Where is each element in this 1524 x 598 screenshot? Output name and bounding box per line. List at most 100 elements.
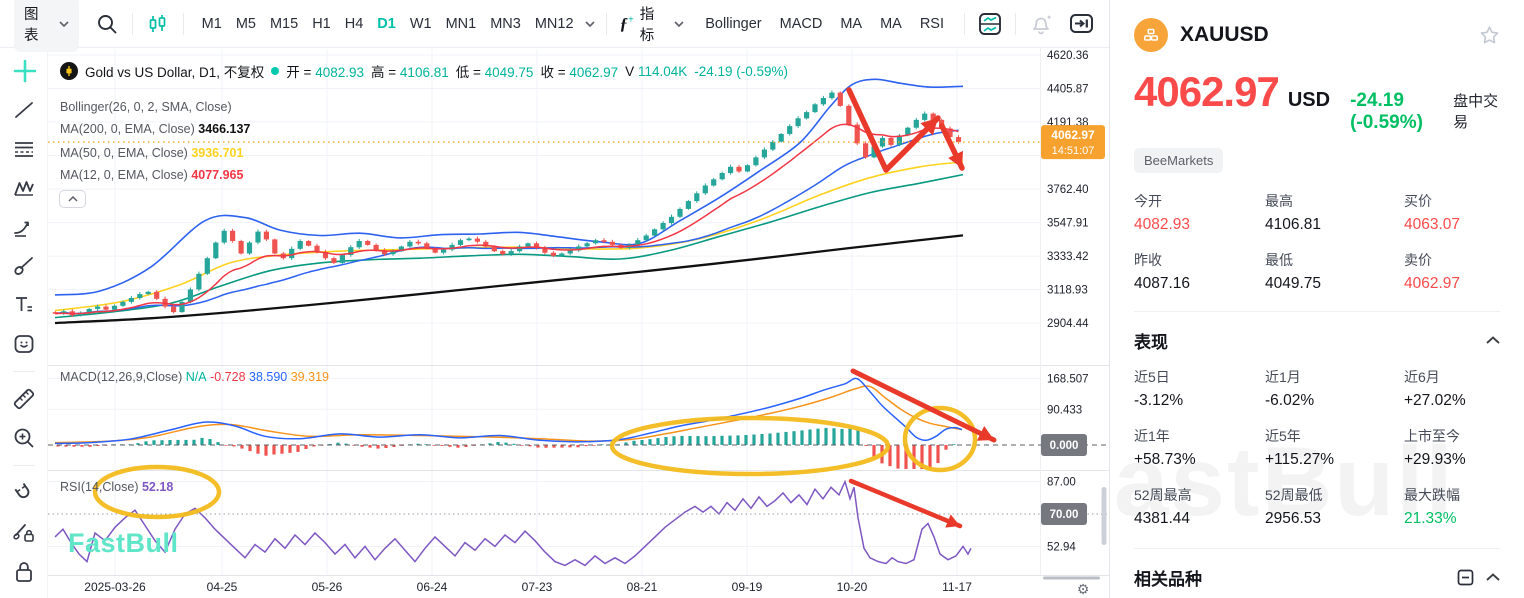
stat-ask: 卖价 4062.97	[1404, 252, 1461, 292]
forecast-arrow-icon[interactable]	[12, 215, 36, 239]
chevron-down-icon	[59, 20, 69, 27]
legend-ma50: MA(50, 0, EMA, Close) 3936.701	[60, 146, 244, 160]
brush-icon[interactable]	[12, 254, 36, 278]
chart-workspace: 2025-03-26 04-25 05-26 06-24 07-23 08-21 09-19…	[0, 0, 1110, 598]
svg-text:2904.44: 2904.44	[1047, 318, 1089, 330]
drawing-lock-icon[interactable]	[12, 520, 36, 544]
fib-levels-icon[interactable]	[12, 137, 36, 161]
text-tool-icon[interactable]	[12, 293, 36, 317]
indicator-shortcut-rsi[interactable]: RSI	[919, 15, 944, 32]
svg-text:04-25: 04-25	[207, 580, 238, 594]
timeframe-m1[interactable]: M1	[201, 15, 222, 32]
multi-layout-icon[interactable]	[976, 10, 1004, 38]
timeframe-mn12[interactable]: MN12	[534, 15, 574, 32]
svg-text:3118.93: 3118.93	[1047, 285, 1088, 297]
stat-open: 今开 4082.93	[1134, 193, 1191, 233]
timeframe-h4[interactable]: H4	[344, 15, 364, 32]
gold-asset-icon	[1134, 18, 1168, 52]
perf-52w-low: 52周最低 2956.53	[1265, 487, 1323, 527]
svg-text:52.94: 52.94	[1047, 541, 1076, 553]
emoji-sticker-icon[interactable]	[12, 332, 36, 356]
lock-all-icon[interactable]	[12, 559, 36, 583]
timeframe-mn1[interactable]: MN1	[445, 15, 477, 32]
indicator-shortcut-ma2[interactable]: MA	[880, 15, 902, 32]
timeframe-h1[interactable]: H1	[312, 15, 331, 32]
drawing-tools-sidebar	[0, 48, 48, 598]
indicator-shortcut-macd[interactable]: MACD	[779, 15, 823, 32]
ohlc-high: 高 = 4106.81	[371, 65, 449, 80]
fastbull-watermark-logo: FastBull	[68, 528, 179, 558]
timeframe-w1[interactable]: W1	[409, 15, 432, 32]
perf-5d: 近5日 -3.12%	[1134, 369, 1184, 409]
svg-text:70.00: 70.00	[1050, 509, 1079, 521]
svg-text:4062.97: 4062.97	[1051, 128, 1095, 142]
chart-menu-button[interactable]: 图表	[14, 0, 79, 52]
perf-5y: 近5年 +115.27%	[1265, 428, 1335, 468]
legend-bollinger: Bollinger(26, 0, 2, SMA, Close)	[60, 100, 232, 114]
timeframes-more-chevron-icon[interactable]	[584, 20, 595, 27]
market-open-dot	[271, 67, 280, 75]
svg-text:07-23: 07-23	[522, 580, 553, 594]
toolbar-divider	[1015, 12, 1016, 35]
related-title: 相关品种	[1134, 570, 1202, 589]
trend-line-icon[interactable]	[12, 98, 36, 122]
search-icon[interactable]	[93, 10, 121, 38]
performance-section-header: 表现	[1134, 328, 1500, 353]
price-change: -24.19 (-0.59%)	[1350, 90, 1423, 133]
elliott-wave-icon[interactable]	[12, 176, 36, 200]
stat-high: 最高 4106.81	[1265, 193, 1322, 233]
volume: V 114.04K	[625, 63, 688, 79]
symbol-title: Gold vs US Dollar, D1, 不复权	[85, 65, 265, 80]
svg-text:168.507: 168.507	[1047, 373, 1089, 385]
indicator-shortcut-bollinger[interactable]: Bollinger	[705, 15, 762, 32]
indicators-menu-button[interactable]: ƒ+ 指标	[618, 0, 687, 49]
legend-ma200: MA(200, 0, EMA, Close) 3466.137	[60, 122, 251, 136]
timeframe-d1-active[interactable]: D1	[377, 15, 396, 32]
section-divider	[1134, 548, 1500, 549]
symbol-detail-sidebar: FastBull XAUUSD 4062.97 USD -24.19 (-0.5…	[1110, 0, 1524, 598]
timeframe-m15[interactable]: M15	[269, 15, 299, 32]
indicator-shortcut-ma[interactable]: MA	[840, 15, 863, 32]
alert-bell-icon[interactable]	[1027, 10, 1055, 38]
stat-low: 最低 4049.75	[1265, 252, 1322, 292]
candlestick-style-icon[interactable]	[144, 10, 172, 38]
related-collapse-icon[interactable]	[1486, 573, 1500, 582]
magnet-icon[interactable]	[12, 481, 36, 505]
chart-canvas[interactable]: 2025-03-26 04-25 05-26 06-24 07-23 08-21 09-19…	[0, 0, 1110, 598]
favorite-star-icon[interactable]	[1479, 25, 1500, 46]
broker-tag[interactable]: BeeMarkets	[1134, 148, 1224, 173]
zoom-in-icon[interactable]	[12, 426, 36, 450]
legend-collapse-button[interactable]	[59, 190, 86, 208]
section-divider	[1134, 311, 1500, 312]
collapse-panel-icon[interactable]	[1067, 10, 1095, 38]
perf-1m: 近1月 -6.02%	[1265, 369, 1315, 409]
ohlc-open: 开 = 4082.93	[286, 65, 365, 80]
legend-rsi: RSI(14,Close) 52.18	[60, 480, 174, 494]
timeframe-m5[interactable]: M5	[235, 15, 256, 32]
svg-text:2025-03-26: 2025-03-26	[84, 580, 146, 594]
timeframe-mn3[interactable]: MN3	[490, 15, 521, 32]
svg-text:4620.36: 4620.36	[1047, 50, 1089, 62]
ruler-measure-icon[interactable]	[12, 387, 36, 411]
svg-text:3333.42: 3333.42	[1047, 251, 1089, 263]
svg-text:09-19: 09-19	[732, 580, 763, 594]
toolbar-divider	[182, 12, 184, 35]
perf-inception: 上市至今 +29.93%	[1404, 428, 1466, 468]
ohlc-close: 收 = 4062.97	[540, 65, 619, 80]
sidebar-price-row: 4062.97 USD -24.19 (-0.59%) 盘中交易	[1134, 68, 1500, 134]
tools-divider	[12, 465, 35, 466]
svg-text:4405.87: 4405.87	[1047, 84, 1089, 96]
svg-text:11-17: 11-17	[942, 580, 972, 594]
perf-6m: 近6月 +27.02%	[1404, 369, 1466, 409]
change-value: -24.19 (-0.59%)	[694, 63, 789, 79]
related-list-icon[interactable]	[1457, 569, 1474, 586]
stat-prev-close: 昨收 4087.16	[1134, 252, 1191, 292]
tools-divider	[12, 371, 35, 372]
crosshair-plus-icon[interactable]	[12, 59, 36, 83]
svg-text:90.433: 90.433	[1047, 404, 1082, 416]
performance-collapse-icon[interactable]	[1486, 336, 1500, 345]
last-price: 4062.97	[1134, 68, 1280, 115]
svg-text:87.00: 87.00	[1047, 477, 1076, 489]
performance-grid: 近5日 -3.12% 近1月 -6.02% 近6月 +27.02% 近1年 +58.73…	[1134, 367, 1500, 528]
